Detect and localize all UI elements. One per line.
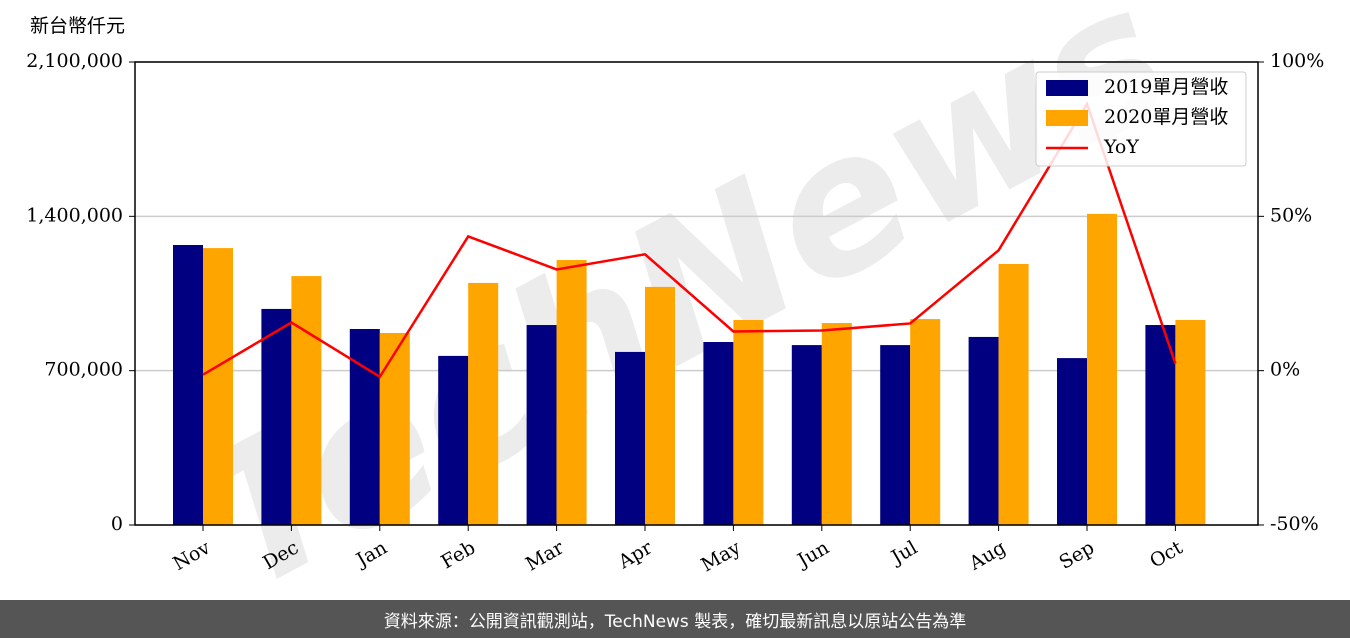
bar: [880, 345, 911, 525]
bar: [1175, 319, 1206, 525]
x-tick-label: May: [697, 536, 744, 576]
y2-tick-label: 0%: [1270, 359, 1300, 381]
y-tick-label: 1,400,000: [26, 204, 123, 226]
legend-swatch: [1046, 80, 1088, 96]
x-tick-label: Feb: [437, 537, 479, 574]
bar: [438, 355, 469, 525]
x-tick-label: Jun: [792, 537, 833, 573]
bar: [1145, 325, 1176, 525]
bar: [379, 332, 410, 525]
bar: [703, 342, 734, 525]
x-tick-label: Aug: [965, 537, 1010, 576]
y-axis-label: 新台幣仟元: [30, 15, 125, 37]
x-tick-label: Sep: [1055, 537, 1098, 574]
y2-tick-label: 100%: [1270, 50, 1324, 72]
bar: [910, 319, 941, 525]
bar: [968, 336, 999, 525]
bar: [645, 286, 675, 525]
x-tick-label: Nov: [169, 536, 214, 575]
x-tick-label: Mar: [522, 536, 568, 575]
y-tick-label: 700,000: [44, 359, 123, 381]
bar: [998, 263, 1029, 525]
legend-label: 2019單月營收: [1104, 76, 1228, 98]
bar: [733, 319, 764, 525]
bar: [291, 276, 322, 525]
x-tick-label: Apr: [614, 536, 657, 573]
legend-label: 2020單月營收: [1104, 106, 1228, 128]
x-tick-label: Jul: [886, 537, 921, 570]
bar: [468, 282, 499, 525]
legend: 2019單月營收 2020單月營收 YoY: [1035, 71, 1247, 167]
bar: [173, 244, 203, 525]
y2-tick-label: -50%: [1270, 513, 1319, 535]
plot-frame: [134, 61, 1259, 526]
y-tick-label: 2,100,000: [26, 50, 123, 72]
line: [202, 101, 1177, 379]
x-tick-label: Oct: [1146, 536, 1187, 572]
bar: [556, 259, 587, 525]
y2-tick-label: 50%: [1270, 204, 1312, 226]
footer: 資料來源：公開資訊觀測站，TechNews 製表，確切最新訊息以原站公告為準: [0, 600, 1350, 638]
bar: [791, 345, 822, 525]
legend-box: [1035, 71, 1247, 167]
legend-label: YoY: [1103, 136, 1139, 158]
bar: [349, 328, 380, 525]
y-tick-label: 0: [111, 513, 123, 535]
legend-swatch: [1046, 110, 1088, 126]
bar: [821, 323, 852, 525]
bar: [526, 325, 557, 525]
bar: [615, 351, 645, 525]
bar: [261, 308, 292, 525]
bar: [203, 248, 233, 525]
chart: 新台幣仟元 TechNews0700,0001,400,0002,100,000…: [26, 0, 1324, 600]
bar: [1057, 358, 1087, 525]
bar: [1087, 213, 1117, 526]
